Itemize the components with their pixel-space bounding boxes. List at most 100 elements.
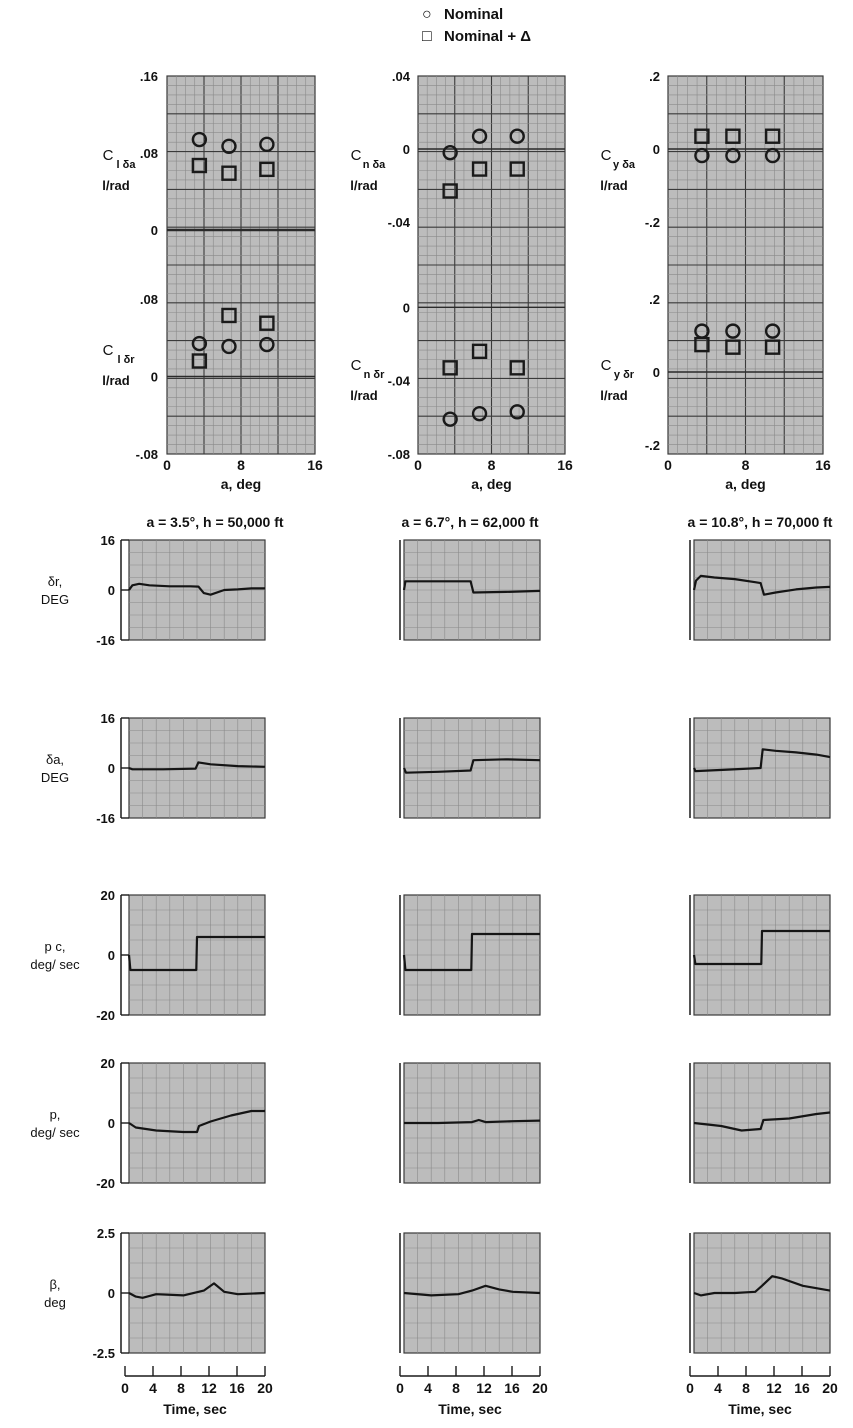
x-axis-label: a, deg	[221, 476, 261, 492]
nominal-plus-delta-marker	[221, 307, 237, 324]
case-title: a = 10.8°, h = 70,000 ft	[688, 514, 833, 530]
nominal-marker	[471, 405, 488, 422]
y-axis-label: Cy δa l/rad	[600, 147, 636, 193]
y-tick-label: 16	[101, 533, 115, 548]
x-tick-label: 8	[177, 1380, 185, 1396]
y-axis-label-unit: deg/ sec	[30, 1125, 80, 1140]
legend-label: Nominal	[444, 6, 504, 23]
time-history-trace	[128, 761, 266, 771]
x-tick-label: 0	[414, 457, 422, 473]
y-axis-label: Cl δr l/rad	[102, 342, 135, 388]
time-history-trace	[692, 574, 831, 596]
y-tick-label: 0	[108, 761, 115, 776]
y-tick-label: 0	[151, 223, 158, 238]
x-tick-label: 8	[237, 457, 245, 473]
nominal-marker	[259, 136, 275, 153]
nominal-plus-delta-marker	[442, 360, 458, 376]
scatter-grid-2	[667, 75, 824, 455]
y-tick-label: 20	[101, 888, 115, 903]
y-tick-label: 0	[653, 365, 660, 380]
y-axis-label-symbol: C	[601, 147, 612, 164]
y-axis-label-symbol: C	[351, 147, 362, 164]
x-tick-label: 20	[532, 1380, 548, 1396]
x-tick-label: 12	[766, 1380, 782, 1396]
y-axis-label: δa,	[46, 752, 64, 767]
x-tick-label: 0	[664, 457, 672, 473]
y-tick-label: -.2	[645, 215, 660, 230]
nominal-marker	[442, 144, 458, 161]
nominal-plus-delta-marker	[764, 128, 781, 144]
nominal-plus-delta-marker	[471, 343, 488, 360]
y-axis-label-unit: deg	[44, 1295, 66, 1310]
nominal-plus-delta-marker	[764, 339, 781, 355]
x-tick-label: 0	[686, 1380, 694, 1396]
nominal-plus-delta-marker	[442, 183, 458, 199]
x-tick-label: 8	[742, 457, 750, 473]
x-tick-label: 8	[488, 457, 496, 473]
x-tick-label: 0	[121, 1380, 129, 1396]
x-axis-label: Time, sec	[438, 1401, 502, 1417]
nominal-marker	[221, 138, 237, 154]
nominal-marker	[694, 147, 710, 164]
y-axis-label-symbol: C	[601, 357, 612, 374]
x-tick-label: 12	[476, 1380, 492, 1396]
nominal-plus-delta-marker	[191, 157, 208, 174]
y-tick-label: -.04	[388, 374, 411, 389]
nominal-marker	[509, 404, 525, 420]
y-axis-label-unit: l/rad	[350, 178, 378, 193]
x-tick-label: 4	[714, 1380, 722, 1396]
nominal-marker	[764, 323, 781, 339]
case-title: a = 6.7°, h = 62,000 ft	[401, 514, 538, 530]
time-history-trace	[692, 929, 830, 966]
y-tick-label: .08	[140, 292, 158, 307]
scatter-grid-1	[417, 75, 566, 455]
time-history-trace	[128, 582, 265, 596]
y-tick-label: 20	[101, 1056, 115, 1071]
y-axis-label-unit: l/rad	[102, 373, 130, 388]
nominal-marker	[221, 338, 237, 355]
x-tick-label: 0	[396, 1380, 404, 1396]
y-tick-label: 0	[108, 583, 115, 598]
y-tick-label: -16	[96, 633, 115, 648]
time-history-trace	[692, 748, 831, 773]
y-tick-label: 0	[108, 1116, 115, 1131]
y-axis-label: Cn δa l/rad	[350, 147, 386, 193]
y-axis-label-subscript: l δa	[117, 159, 137, 171]
time-history-trace	[403, 1284, 541, 1297]
y-tick-label: -2.5	[93, 1346, 115, 1361]
x-tick-label: 16	[504, 1380, 520, 1396]
nominal-plus-delta-marker	[259, 315, 275, 331]
y-tick-label: -.2	[645, 438, 660, 453]
y-axis-label-unit: DEG	[41, 770, 69, 785]
scatter-grid-0	[166, 75, 316, 455]
y-axis-label: Cy δr l/rad	[600, 357, 635, 403]
nominal-plus-delta-marker	[221, 165, 237, 181]
x-axis-label: Time, sec	[163, 1401, 227, 1417]
y-axis-label-unit: l/rad	[600, 178, 628, 193]
nominal-marker	[471, 128, 488, 144]
nominal-plus-delta-marker	[694, 128, 710, 144]
y-tick-label: .16	[140, 69, 158, 84]
x-tick-label: 0	[163, 457, 171, 473]
time-history-trace	[128, 1282, 266, 1299]
y-tick-label: -20	[96, 1008, 115, 1023]
x-tick-label: 20	[257, 1380, 273, 1396]
x-tick-label: 4	[149, 1380, 157, 1396]
y-axis-label-subscript: n δa	[363, 159, 386, 171]
y-axis-label: p c,	[45, 939, 66, 954]
y-tick-label: 0	[108, 948, 115, 963]
legend: ○ Nominal □ Nominal + Δ	[422, 4, 531, 48]
time-history-trace	[402, 932, 540, 972]
x-tick-label: 16	[229, 1380, 245, 1396]
time-history-trace	[404, 1118, 541, 1125]
nominal-marker	[725, 147, 741, 164]
y-axis-label-symbol: C	[103, 342, 114, 359]
y-axis-label: δr,	[48, 574, 62, 589]
legend-label: Nominal + Δ	[444, 28, 532, 45]
time-grid-2-1	[693, 717, 831, 819]
nominal-marker	[509, 128, 525, 144]
y-tick-label: .2	[649, 292, 660, 307]
y-axis-label-unit: DEG	[41, 592, 69, 607]
y-axis-label-subscript: l δr	[117, 354, 135, 366]
x-axis-label: a, deg	[471, 476, 511, 492]
